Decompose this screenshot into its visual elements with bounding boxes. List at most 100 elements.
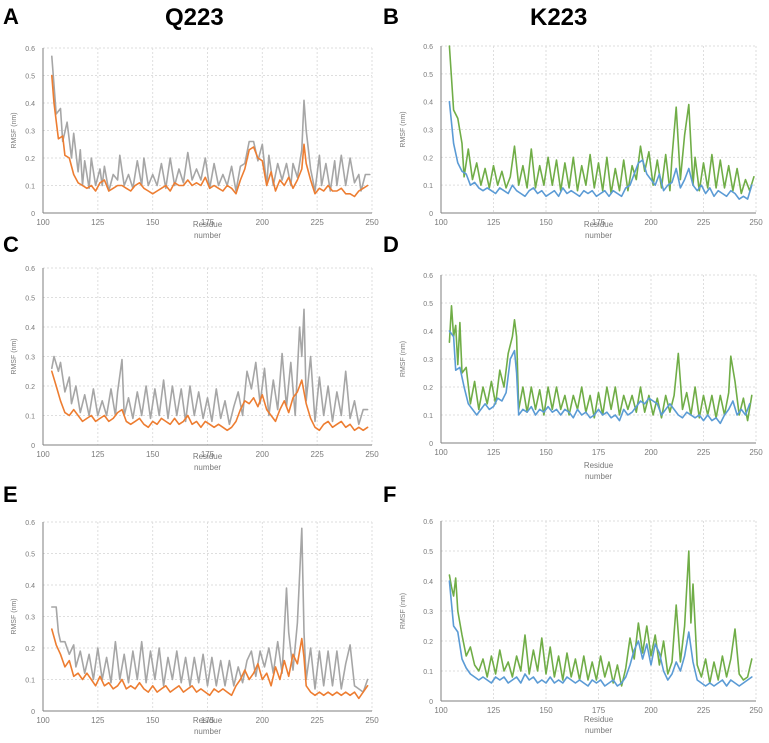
series-line-lower — [448, 580, 753, 687]
y-tick-label: 0 — [31, 709, 35, 716]
x-tick-label: 150 — [146, 450, 160, 459]
y-tick-label: 0.6 — [423, 273, 433, 280]
x-tick-label: 200 — [644, 706, 658, 715]
y-tick-label: 0.5 — [25, 552, 35, 559]
series-line-upper — [448, 45, 755, 195]
x-axis-label: number — [194, 463, 221, 472]
series-line-upper — [51, 308, 369, 426]
chart-f: 100 125 150 175 200 225 250 0 0.1 0.2 0.3 0.4 0.5 0.6… — [400, 519, 763, 735]
y-tick-label: 0.4 — [423, 100, 433, 107]
y-tick-label: 0.6 — [25, 46, 35, 53]
y-tick-label: 0 — [429, 699, 433, 706]
y-tick-label: 0.2 — [25, 156, 35, 163]
x-tick-label: 250 — [365, 218, 379, 227]
x-tick-label: 250 — [749, 448, 763, 457]
y-tick-label: 0.1 — [423, 669, 433, 676]
series-line-upper — [51, 55, 371, 192]
chart-a: 100 125 150 175 200 225 250 0 0.1 0.2 0.3 0.4 0.5 0.6… — [11, 46, 379, 240]
series-line-lower — [448, 330, 751, 425]
y-axis-label: RMSF (nm) — [400, 341, 407, 377]
y-tick-label: 0.6 — [25, 520, 35, 527]
y-tick-label: 0.1 — [423, 413, 433, 420]
y-tick-label: 0 — [31, 211, 35, 218]
series-line-upper — [51, 527, 369, 693]
x-tick-label: 100 — [36, 218, 50, 227]
y-axis-label: RMSF (nm) — [11, 598, 18, 634]
series-line-lower — [51, 370, 369, 432]
y-axis-label: RMSF (nm) — [11, 338, 18, 374]
x-tick-label: 175 — [592, 218, 606, 227]
x-tick-label: 200 — [644, 448, 658, 457]
y-tick-label: 0.4 — [25, 101, 35, 108]
y-tick-label: 0.5 — [423, 549, 433, 556]
header-q223: Q223 — [165, 4, 224, 31]
x-tick-label: 225 — [310, 218, 324, 227]
y-tick-label: 0.3 — [423, 128, 433, 135]
x-tick-label: 175 — [592, 448, 606, 457]
x-tick-label: 150 — [146, 716, 160, 725]
x-tick-label: 100 — [434, 218, 448, 227]
chart-c: 100 125 150 175 200 225 250 0 0.1 0.2 0.3 0.4 0.5 0.6… — [11, 266, 379, 472]
x-tick-label: 225 — [310, 450, 324, 459]
x-tick-label: 150 — [146, 218, 160, 227]
x-tick-label: 175 — [201, 218, 215, 227]
x-tick-label: 225 — [310, 716, 324, 725]
y-tick-label: 0.3 — [25, 355, 35, 362]
y-tick-label: 0.4 — [25, 325, 35, 332]
x-tick-label: 125 — [91, 450, 105, 459]
y-tick-label: 0 — [429, 211, 433, 218]
chart-b: 100 125 150 175 200 225 250 0 0.1 0.2 0.3 0.4 0.5 0.6… — [400, 44, 763, 240]
y-tick-label: 0 — [429, 441, 433, 448]
y-tick-label: 0.5 — [423, 72, 433, 79]
x-tick-label: 175 — [592, 706, 606, 715]
panel-letter-c: C — [3, 232, 19, 257]
y-axis-label: RMSF (nm) — [11, 112, 18, 148]
x-tick-label: 100 — [36, 716, 50, 725]
y-tick-label: 0.4 — [423, 329, 433, 336]
x-axis-label: number — [585, 472, 612, 481]
x-tick-label: 150 — [539, 448, 553, 457]
x-tick-label: 125 — [91, 218, 105, 227]
panel-letter-a: A — [3, 4, 19, 29]
y-tick-label: 0 — [31, 443, 35, 450]
y-tick-label: 0.6 — [25, 266, 35, 273]
y-tick-label: 0.1 — [25, 678, 35, 685]
x-tick-label: 225 — [697, 706, 711, 715]
panel-letter-d: D — [383, 232, 399, 257]
x-tick-label: 200 — [256, 716, 270, 725]
x-tick-label: 225 — [697, 218, 711, 227]
series-line-upper — [448, 550, 753, 687]
y-axis-label: RMSF (nm) — [400, 593, 407, 629]
x-tick-label: 100 — [36, 450, 50, 459]
x-axis-label: Residue — [584, 220, 614, 229]
x-tick-label: 175 — [201, 716, 215, 725]
x-tick-label: 100 — [434, 706, 448, 715]
x-tick-label: 125 — [487, 706, 501, 715]
y-tick-label: 0.1 — [423, 183, 433, 190]
y-tick-label: 0.2 — [25, 646, 35, 653]
x-tick-label: 150 — [539, 706, 553, 715]
y-tick-label: 0.4 — [423, 579, 433, 586]
x-tick-label: 250 — [365, 716, 379, 725]
panel-letter-e: E — [3, 482, 18, 507]
x-tick-label: 175 — [201, 450, 215, 459]
x-axis-label: Residue — [584, 715, 614, 724]
chart-d: 100 125 150 175 200 225 250 0 0.1 0.2 0.3 0.4 0.5 0.6… — [400, 273, 763, 481]
x-tick-label: 125 — [487, 448, 501, 457]
y-tick-label: 0.6 — [423, 519, 433, 526]
x-axis-label: Residue — [193, 220, 223, 229]
x-axis-label: number — [585, 231, 612, 240]
y-tick-label: 0.3 — [25, 129, 35, 136]
x-tick-label: 225 — [697, 448, 711, 457]
y-tick-label: 0.2 — [423, 385, 433, 392]
header-k223: K223 — [530, 4, 588, 31]
y-tick-label: 0.3 — [423, 609, 433, 616]
series-line-lower — [448, 100, 753, 200]
y-tick-label: 0.3 — [423, 357, 433, 364]
y-tick-label: 0.5 — [25, 296, 35, 303]
y-tick-label: 0.6 — [423, 44, 433, 51]
series-line-lower — [51, 74, 369, 198]
x-axis-label: Residue — [193, 452, 223, 461]
y-tick-label: 0.1 — [25, 414, 35, 421]
chart-e: 100 125 150 175 200 225 250 0 0.1 0.2 0.3 0.4 0.5 0.6… — [11, 520, 379, 736]
